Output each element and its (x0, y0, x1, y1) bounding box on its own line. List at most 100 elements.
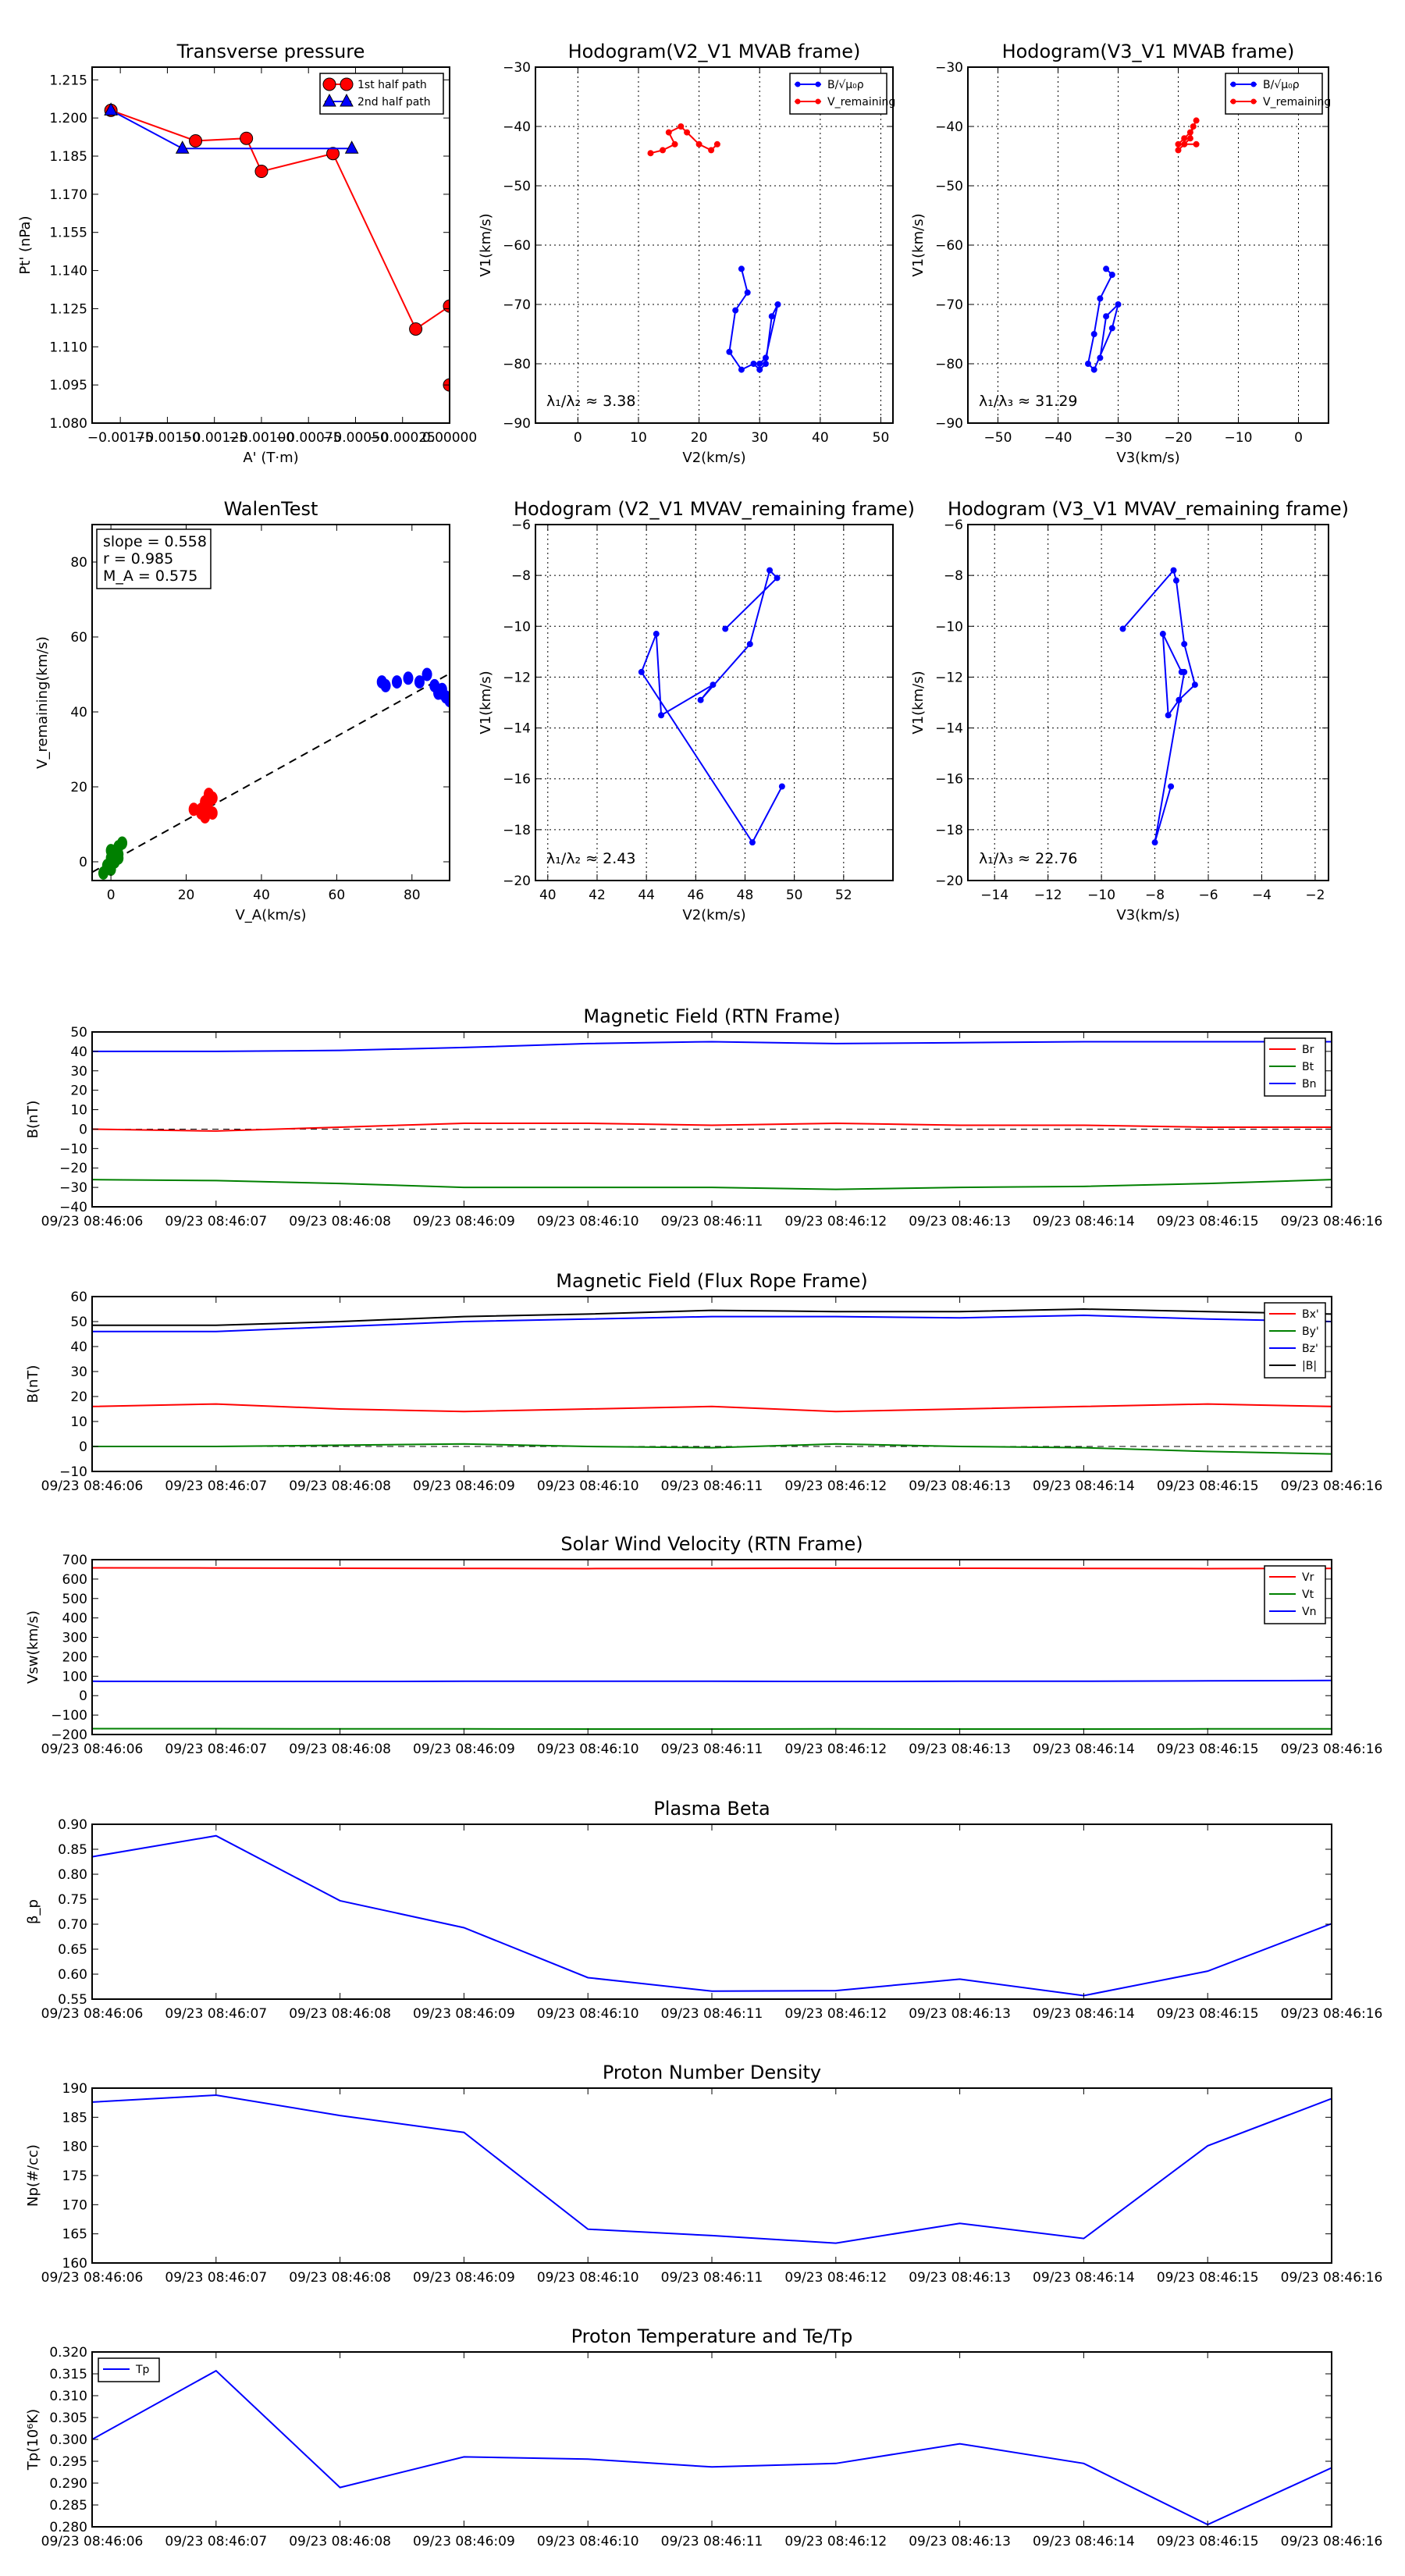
hodo2-point (1103, 313, 1110, 320)
hodo1-chart: −90 −80 −70 −60 −50 −40 −30 0 10 20 30 40 50 Hodogram… (478, 41, 895, 466)
beta-xtick-label: 09/23 08:46:11 (661, 2006, 763, 2022)
hodo3-xtick-label: 44 (638, 888, 655, 903)
magrtn-ytick-label: −40 (59, 1200, 87, 1215)
hodo2-title: Hodogram(V3_V1 MVAB frame) (1002, 41, 1295, 62)
hodo4-ytick-label: −14 (935, 721, 963, 737)
magrtn-ytick-label: −30 (59, 1180, 87, 1196)
walen-point (392, 675, 403, 689)
hodo2-point (1193, 141, 1200, 148)
beta-xtick-label: 09/23 08:46:13 (909, 2006, 1011, 2022)
beta-ytick-label: 0.55 (58, 1992, 87, 2008)
hodo3-xtick-label: 50 (786, 888, 803, 903)
magrtn-xtick-label: 09/23 08:46:14 (1033, 1214, 1135, 1229)
magrtn-xtick-label: 09/23 08:46:13 (909, 1214, 1011, 1229)
walen-stats-line: r = 0.985 (103, 550, 173, 568)
magfr-xtick-label: 09/23 08:46:07 (165, 1478, 267, 1494)
hodo4-xtick-label: −2 (1305, 888, 1325, 903)
walen-xtick-label: 20 (178, 888, 195, 903)
hodo1-title: Hodogram(V2_V1 MVAB frame) (568, 41, 861, 62)
magfr-line-2 (92, 1314, 1332, 1332)
vsw-xtick-label: 09/23 08:46:14 (1033, 1742, 1135, 1757)
hodo1-point (774, 301, 781, 308)
tpanel-ylabel: Tp(10⁶K) (25, 2409, 41, 2471)
hodo2-point (1181, 141, 1188, 148)
magfr-xtick-label: 09/23 08:46:10 (537, 1478, 639, 1494)
walen-xtick-label: 40 (253, 888, 270, 903)
hodo2-chart: −90 −80 −70 −60 −50 −40 −30 −50 −40 −30 −20 −10 0 Hod… (910, 41, 1331, 466)
hodo4-point (1172, 577, 1179, 584)
beta-xtick-label: 09/23 08:46:15 (1157, 2006, 1259, 2022)
walen-chart: 0 20 40 60 80 0 20 40 60 80 WalenTest V_A(km/s) V_re… (34, 498, 450, 923)
hodo1-point (744, 289, 751, 296)
tp-xlabel: A' (T·m) (243, 450, 298, 466)
np-ytick-label: 180 (62, 2140, 87, 2155)
hodo1-ytick-label: −50 (503, 179, 531, 194)
np-ytick-label: 175 (62, 2169, 87, 2184)
tpanel-ytick-label: 0.320 (49, 2345, 87, 2361)
np-xtick-label: 09/23 08:46:15 (1157, 2270, 1259, 2286)
tpanel-ytick-label: 0.310 (49, 2389, 87, 2404)
walen-point (444, 694, 450, 708)
magrtn-xtick-label: 09/23 08:46:10 (537, 1214, 639, 1229)
hodo1-series-0 (726, 265, 781, 373)
hodo4-xtick-label: −10 (1087, 888, 1115, 903)
tpanel-ytick-label: 0.285 (49, 2498, 87, 2514)
magrtn-title: Magnetic Field (RTN Frame) (583, 1005, 840, 1027)
hodo1-point (756, 361, 763, 367)
hodo1-point (647, 150, 654, 157)
tp-point (240, 131, 254, 145)
hodo2-point (1108, 272, 1115, 278)
magfr-legend-label: Bx' (1302, 1308, 1319, 1321)
beta-xtick-label: 09/23 08:46:06 (41, 2006, 144, 2022)
hodo2-eigen-ratio: λ₁/λ₃ ≈ 31.29 (979, 393, 1078, 410)
hodo3-xtick-label: 52 (835, 888, 852, 903)
beta-xtick-label: 09/23 08:46:16 (1281, 2006, 1383, 2022)
np-xtick-label: 09/23 08:46:12 (784, 2270, 887, 2286)
magrtn-ytick-label: 0 (79, 1122, 87, 1137)
hodo2-xtick-label: −30 (1104, 430, 1133, 446)
walen-fit-line (92, 673, 450, 873)
tpanel-xtick-label: 09/23 08:46:10 (537, 2534, 639, 2549)
hodo1-line-0 (728, 269, 779, 371)
hodo2-ytick-label: −90 (935, 416, 963, 432)
tp-legend-label: 1st half path (357, 79, 427, 91)
hodo2-point (1186, 135, 1193, 142)
hodo4-point (1191, 681, 1198, 688)
vsw-xtick-label: 09/23 08:46:16 (1281, 1742, 1383, 1757)
hodo2-legend-marker (1250, 98, 1257, 105)
magrtn-line-2 (92, 1041, 1332, 1052)
hodo1-point (738, 366, 745, 373)
hodo1-legend-label: B/√μ₀ρ (827, 79, 864, 91)
magfr-series-2 (92, 1314, 1332, 1332)
np-ytick-label: 160 (62, 2256, 87, 2272)
hodo3-point (722, 625, 729, 632)
hodo2-point (1097, 354, 1104, 361)
hodo1-xtick-label: 30 (751, 430, 768, 446)
magfr-xtick-label: 09/23 08:46:12 (784, 1478, 887, 1494)
hodo4-ytick-label: −20 (935, 873, 963, 889)
hodo1-point (684, 129, 691, 136)
hodo1-ytick-label: −70 (503, 297, 531, 313)
vsw-series-0 (92, 1567, 1332, 1570)
hodo2-ytick-label: −80 (935, 357, 963, 372)
walen-xlabel: V_A(km/s) (235, 907, 306, 923)
hodo2-ytick-label: −50 (935, 179, 963, 194)
walen-ytick-label: 40 (70, 705, 87, 720)
tp-point (443, 299, 450, 313)
hodo2-point (1097, 295, 1104, 302)
hodo3-xtick-label: 48 (737, 888, 754, 903)
hodo3-point (653, 631, 660, 638)
np-ytick-label: 165 (62, 2227, 87, 2243)
vsw-ytick-label: 0 (79, 1688, 87, 1704)
hodo3-point (767, 567, 774, 574)
hodo3-ytick-label: −14 (503, 721, 531, 737)
beta-ytick-label: 0.60 (58, 1967, 87, 1983)
np-ytick-label: 185 (62, 2110, 87, 2126)
hodo2-xtick-label: −20 (1165, 430, 1193, 446)
tp-ytick-label: 1.110 (49, 340, 87, 355)
tp-series-1 (104, 102, 359, 154)
magfr-ytick-label: 20 (70, 1389, 87, 1405)
tp-line-0 (110, 109, 450, 386)
beta-xtick-label: 09/23 08:46:09 (413, 2006, 515, 2022)
tpanel-xtick-label: 09/23 08:46:11 (661, 2534, 763, 2549)
